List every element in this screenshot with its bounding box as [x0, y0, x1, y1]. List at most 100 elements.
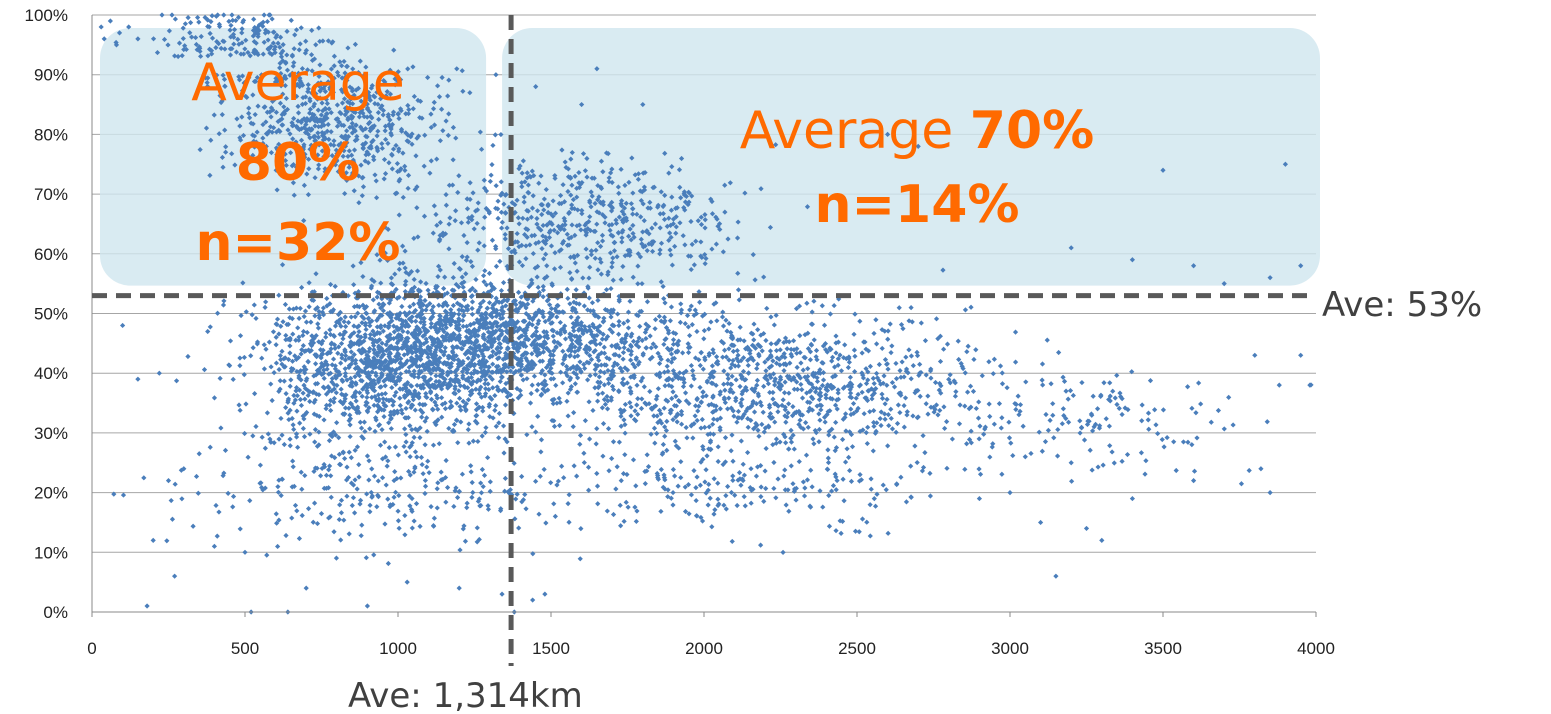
data-point: [475, 525, 480, 530]
data-point: [900, 359, 905, 364]
data-point: [714, 354, 719, 359]
data-point: [637, 324, 642, 329]
data-point: [551, 334, 556, 339]
data-point: [772, 322, 777, 327]
data-point: [662, 370, 667, 375]
data-point: [411, 470, 416, 475]
data-point: [842, 342, 847, 347]
data-point: [337, 517, 342, 522]
data-point: [188, 20, 193, 25]
data-point: [529, 424, 534, 429]
data-point: [208, 445, 213, 450]
data-point: [417, 435, 422, 440]
data-point: [397, 396, 402, 401]
data-point: [605, 406, 610, 411]
data-point: [889, 343, 894, 348]
data-point: [661, 296, 666, 301]
data-point: [684, 435, 689, 440]
data-point: [738, 325, 743, 330]
data-point: [560, 361, 565, 366]
data-point: [1040, 361, 1045, 366]
data-point: [337, 502, 342, 507]
data-point: [347, 413, 352, 418]
data-point: [316, 325, 321, 330]
data-point: [700, 417, 705, 422]
data-point: [857, 319, 862, 324]
data-point: [810, 436, 815, 441]
data-point: [571, 410, 576, 415]
data-point: [664, 419, 669, 424]
data-point: [393, 444, 398, 449]
data-point: [652, 440, 657, 445]
data-point: [263, 347, 268, 352]
data-point: [621, 376, 626, 381]
data-point: [851, 332, 856, 337]
data-point: [665, 364, 670, 369]
data-point: [751, 337, 756, 342]
data-point: [347, 450, 352, 455]
data-point: [431, 524, 436, 529]
data-point: [295, 325, 300, 330]
data-point: [299, 403, 304, 408]
data-point: [412, 518, 417, 523]
data-point: [195, 15, 200, 20]
data-point: [339, 387, 344, 392]
data-point: [582, 366, 587, 371]
data-point: [634, 383, 639, 388]
data-point: [324, 403, 329, 408]
data-point: [226, 491, 231, 496]
data-point: [874, 341, 879, 346]
data-point: [213, 503, 218, 508]
data-point: [352, 477, 357, 482]
data-point: [710, 363, 715, 368]
data-point: [860, 350, 865, 355]
data-point: [290, 331, 295, 336]
data-point: [358, 498, 363, 503]
data-point: [425, 459, 430, 464]
data-point: [611, 439, 616, 444]
data-point: [871, 408, 876, 413]
data-point: [395, 509, 400, 514]
data-point: [318, 473, 323, 478]
data-point: [248, 353, 253, 358]
data-point: [221, 12, 226, 17]
data-point: [639, 396, 644, 401]
data-point: [587, 295, 592, 300]
data-point: [277, 367, 282, 372]
data-point: [862, 411, 867, 416]
data-point: [814, 348, 819, 353]
data-point: [695, 408, 700, 413]
data-point: [917, 362, 922, 367]
data-point: [919, 320, 924, 325]
data-point: [501, 450, 506, 455]
data-point: [252, 391, 257, 396]
data-point: [439, 469, 444, 474]
data-point: [805, 366, 810, 371]
data-point: [278, 378, 283, 383]
data-point: [159, 12, 164, 17]
data-point: [582, 303, 587, 308]
data-point: [963, 370, 968, 375]
data-point: [350, 503, 355, 508]
data-point: [564, 399, 569, 404]
data-point: [338, 361, 343, 366]
data-point: [457, 547, 462, 552]
data-point: [231, 377, 236, 382]
data-point: [573, 381, 578, 386]
data-point: [767, 390, 772, 395]
data-point: [315, 321, 320, 326]
data-point: [575, 390, 580, 395]
data-point: [382, 439, 387, 444]
data-point: [536, 382, 541, 387]
data-point: [800, 395, 805, 400]
data-point: [868, 502, 873, 507]
data-point: [600, 405, 605, 410]
data-point: [617, 440, 622, 445]
data-point: [628, 413, 633, 418]
data-point: [411, 435, 416, 440]
data-point: [435, 486, 440, 491]
data-point: [786, 391, 791, 396]
data-point: [873, 317, 878, 322]
data-point: [170, 517, 175, 522]
data-point: [301, 391, 306, 396]
